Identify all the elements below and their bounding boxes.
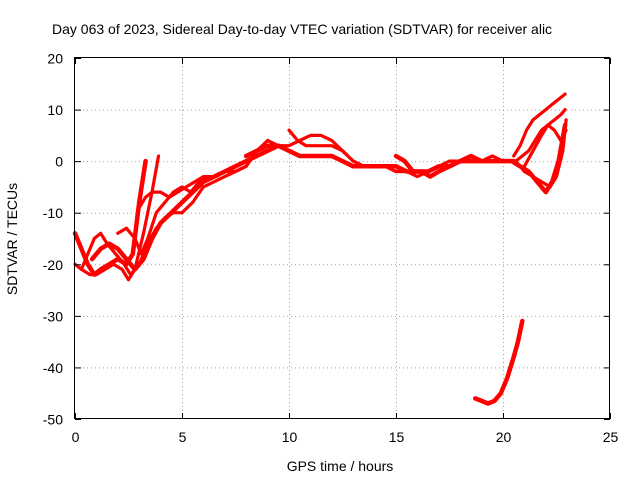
series-trace-10: [393, 153, 484, 179]
series-group: [72, 92, 568, 406]
series-trace-16: [472, 318, 525, 406]
series-trace-4: [89, 143, 281, 272]
grid: [75, 58, 610, 419]
x-tick-label: 10: [282, 429, 298, 445]
series-trace-15: [522, 123, 568, 168]
y-tick-label: -20: [43, 257, 63, 273]
y-tick-label: -30: [43, 308, 63, 324]
y-tick-label: -10: [43, 205, 63, 221]
x-tick-label: 25: [603, 429, 619, 445]
series-trace-14: [514, 118, 568, 189]
x-tick-label: 15: [389, 429, 405, 445]
x-tick-label: 0: [72, 429, 80, 445]
x-tick-label: 5: [179, 429, 187, 445]
y-axis-label: SDTVAR / TECUs: [4, 183, 20, 295]
series-trace-9: [287, 128, 516, 179]
y-tick-label: 10: [47, 102, 63, 118]
x-axis-label: GPS time / hours: [287, 458, 394, 474]
series-trace-6: [137, 169, 227, 210]
x-tick-label: 20: [496, 429, 512, 445]
series-trace-11: [512, 92, 567, 158]
y-tick-label: -40: [43, 360, 63, 376]
series-trace-2: [73, 154, 161, 282]
ticks: [75, 58, 611, 420]
chart-title: Day 063 of 2023, Sidereal Day-to-day VTE…: [52, 21, 552, 37]
tick-labels: 0 5 10 15 20 25 -50 -40 -30 -20 -10 0 10 20: [43, 51, 619, 446]
plot-frame: [74, 57, 610, 419]
y-tick-label: 20: [47, 51, 63, 67]
y-tick-label: 0: [55, 154, 63, 170]
y-tick-label: -50: [43, 412, 63, 428]
series-trace-12: [514, 107, 567, 163]
